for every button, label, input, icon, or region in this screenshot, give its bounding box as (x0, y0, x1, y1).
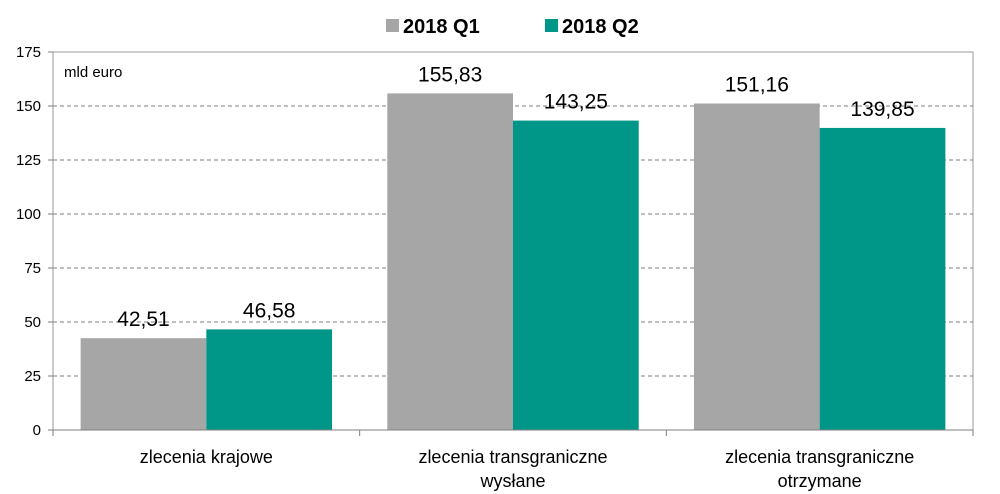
legend-label-2: 2018 Q2 (562, 16, 639, 38)
legend-swatch-1 (386, 19, 399, 32)
y-tick-label: 25 (24, 368, 41, 385)
x-category-label: zlecenia transgraniczne (418, 447, 607, 467)
bar-2 (206, 329, 333, 430)
bar-2 (819, 127, 946, 430)
y-tick-label: 100 (16, 206, 41, 223)
data-label: 155,83 (418, 63, 482, 86)
x-category-label: otrzymane (778, 471, 862, 491)
y-tick-label: 50 (24, 314, 41, 331)
data-label: 151,16 (725, 73, 789, 96)
data-label: 139,85 (850, 98, 914, 121)
legend-label-1: 2018 Q1 (403, 16, 480, 38)
data-label: 42,51 (117, 308, 170, 331)
y-tick-label: 0 (33, 422, 41, 439)
x-axis: zlecenia krajowe zlecenia transgraniczne w… (52, 429, 974, 491)
y-tick-label: 150 (16, 98, 41, 115)
y-tick-label: 75 (24, 260, 41, 277)
legend-swatch-2 (545, 19, 558, 32)
y-tick-label: 175 (16, 44, 41, 61)
data-label: 143,25 (544, 91, 608, 114)
x-category-label: zlecenia transgraniczne (725, 447, 914, 467)
x-category-label: zlecenia krajowe (140, 447, 273, 467)
x-category-label: wysłane (479, 471, 545, 491)
bar-1 (80, 338, 207, 430)
bar-1 (387, 93, 513, 431)
bar-1 (693, 103, 820, 431)
legend: 2018 Q1 2018 Q2 (386, 16, 639, 38)
y-axis: 0 25 50 75 100 125 150 175 (16, 44, 53, 439)
bar-2 (513, 120, 639, 430)
data-label: 46,58 (243, 299, 296, 322)
y-tick-label: 125 (16, 152, 41, 169)
bars: 42,51 46,58 155,83 143,25 151,16 139,85 (80, 63, 946, 431)
unit-label: mld euro (64, 64, 122, 81)
